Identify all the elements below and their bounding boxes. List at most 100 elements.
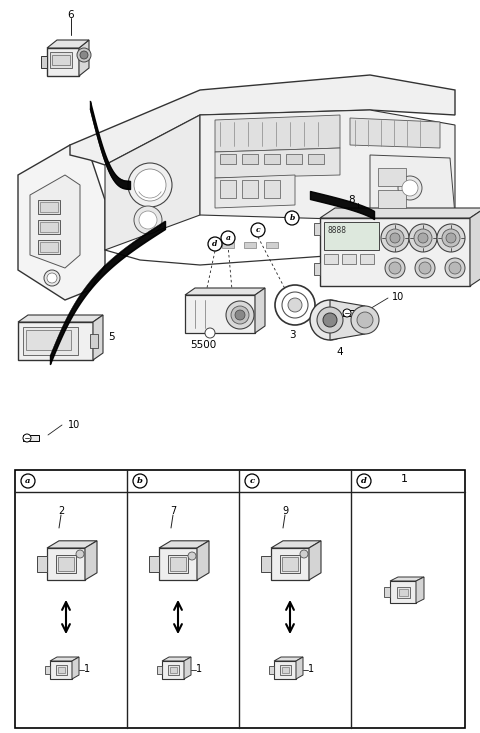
Circle shape (208, 237, 222, 251)
Circle shape (235, 310, 245, 320)
Polygon shape (215, 175, 295, 208)
Circle shape (449, 262, 461, 274)
Bar (280, 555, 300, 573)
Text: 10: 10 (392, 292, 404, 302)
Bar (50, 52, 72, 68)
Bar (90, 334, 98, 348)
Bar (40, 222, 58, 232)
Polygon shape (162, 657, 191, 661)
Bar (324, 222, 379, 250)
Circle shape (251, 223, 265, 237)
Circle shape (351, 306, 379, 334)
Bar (244, 242, 256, 248)
Circle shape (418, 233, 428, 243)
Circle shape (245, 474, 259, 488)
Bar (342, 254, 356, 264)
Text: 9: 9 (282, 506, 288, 516)
Polygon shape (330, 300, 365, 340)
Bar (360, 254, 374, 264)
Circle shape (385, 258, 405, 278)
Circle shape (419, 262, 431, 274)
Bar (58, 557, 74, 571)
Polygon shape (23, 435, 39, 441)
Polygon shape (200, 110, 455, 220)
Bar (38, 200, 60, 214)
Bar (286, 154, 302, 164)
Circle shape (231, 306, 249, 324)
Text: 7: 7 (170, 506, 176, 516)
Bar (320, 218, 470, 286)
Circle shape (409, 224, 437, 252)
Circle shape (134, 206, 162, 234)
Polygon shape (47, 541, 97, 548)
Circle shape (415, 258, 435, 278)
Text: 5500: 5500 (190, 340, 216, 350)
Circle shape (226, 301, 254, 329)
Polygon shape (343, 310, 359, 316)
Circle shape (133, 474, 147, 488)
Bar (242, 180, 258, 198)
Polygon shape (350, 118, 440, 148)
Bar (170, 557, 186, 571)
Bar (47, 48, 79, 76)
Circle shape (44, 270, 60, 286)
Circle shape (134, 169, 166, 201)
Polygon shape (271, 541, 321, 548)
Polygon shape (271, 548, 309, 580)
Bar (378, 168, 406, 186)
Polygon shape (269, 666, 274, 674)
Circle shape (23, 434, 31, 442)
Circle shape (437, 224, 465, 252)
Bar (168, 555, 188, 573)
Polygon shape (274, 661, 296, 679)
Text: 8: 8 (348, 195, 355, 205)
Polygon shape (47, 40, 89, 48)
Text: 6: 6 (67, 10, 73, 20)
Text: 2: 2 (58, 506, 64, 516)
Circle shape (310, 300, 350, 340)
Bar (168, 665, 179, 675)
Polygon shape (105, 115, 200, 250)
Text: 1: 1 (401, 474, 408, 484)
Circle shape (357, 474, 371, 488)
Bar (378, 190, 406, 208)
Circle shape (317, 307, 343, 333)
Polygon shape (45, 666, 50, 674)
Circle shape (139, 211, 157, 229)
Bar (38, 240, 60, 254)
Circle shape (285, 211, 299, 225)
Bar (220, 180, 236, 198)
Polygon shape (215, 148, 340, 178)
Text: 5: 5 (108, 332, 115, 342)
Polygon shape (296, 657, 303, 679)
Polygon shape (50, 657, 79, 661)
Text: 3: 3 (288, 330, 295, 340)
Text: d: d (361, 477, 367, 485)
Circle shape (442, 229, 460, 247)
Bar (242, 154, 258, 164)
Circle shape (77, 48, 91, 62)
Polygon shape (261, 556, 271, 572)
Polygon shape (314, 223, 320, 235)
Polygon shape (274, 657, 303, 661)
Bar (185, 295, 255, 333)
Polygon shape (18, 315, 103, 322)
Text: 1: 1 (308, 664, 314, 674)
Circle shape (357, 312, 373, 328)
Circle shape (282, 292, 308, 318)
Circle shape (300, 550, 308, 558)
Polygon shape (37, 556, 47, 572)
Circle shape (128, 163, 172, 207)
Bar (56, 555, 76, 573)
Circle shape (47, 273, 57, 283)
Bar (282, 667, 289, 673)
Circle shape (80, 51, 88, 59)
Bar (266, 242, 278, 248)
Polygon shape (70, 75, 455, 165)
Circle shape (205, 328, 215, 338)
Bar (40, 202, 58, 212)
Text: b: b (137, 477, 143, 485)
Circle shape (398, 176, 422, 200)
Bar (15, 470, 465, 728)
Circle shape (390, 233, 400, 243)
